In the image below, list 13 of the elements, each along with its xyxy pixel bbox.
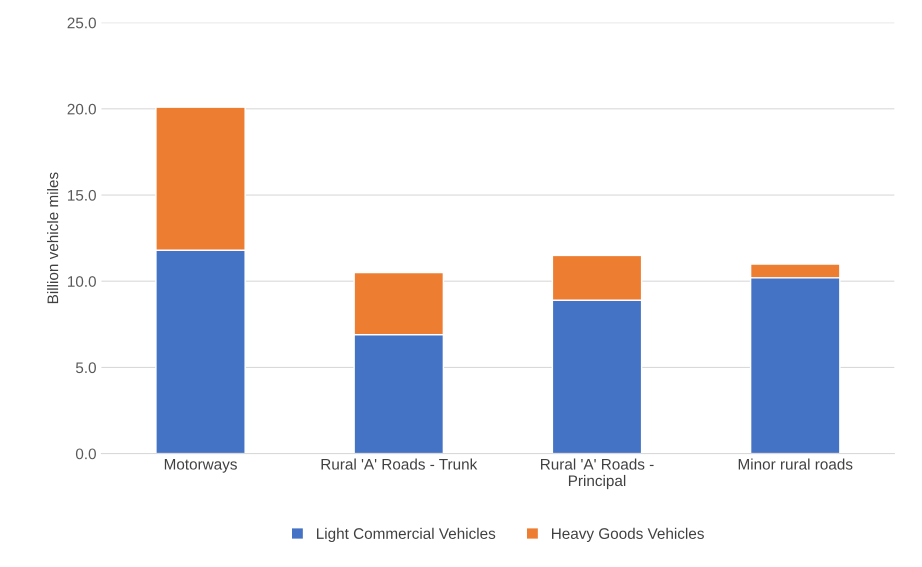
x-tick-label: Minor rural roads [738,458,852,470]
y-tick-label: 15.0 [68,190,96,201]
y-tick-label: 10.0 [68,276,96,287]
legend-label: Light Commercial Vehicles [317,528,496,542]
x-tick-label: Rural 'A' Roads - Principal [540,458,654,490]
y-tick-label: 5.0 [76,362,96,374]
y-tick-label: 0.0 [76,448,96,460]
y-tick-label: 25.0 [68,18,96,28]
y-axis-title: Billion vehicle miles [47,172,58,304]
x-tick-label: Motorways [164,459,237,473]
y-tick-label: 20.0 [68,104,96,115]
x-tick-label: Rural 'A' Roads - Trunk [322,458,478,470]
legend-label: Heavy Goods Vehicles [552,528,704,542]
